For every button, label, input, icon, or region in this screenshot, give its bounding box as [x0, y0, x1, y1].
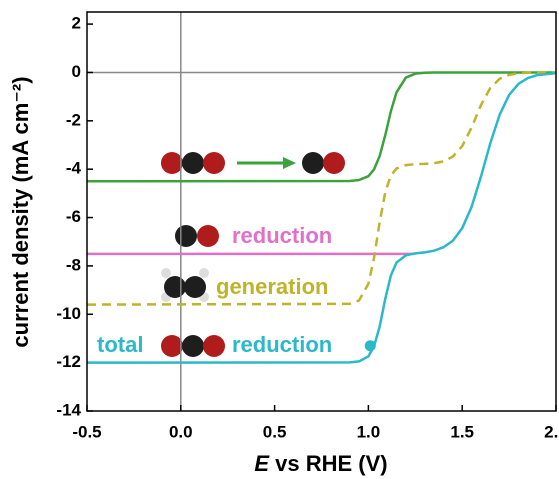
series-line: [86, 71, 557, 364]
annotation: total: [97, 332, 143, 357]
x-tick-label: 0.0: [169, 422, 193, 441]
plot-frame: [86, 11, 557, 412]
x-axis-label-text: vs RHE (V): [275, 451, 387, 476]
series-line: [86, 71, 556, 183]
x-axis-label: E vs RHE (V): [254, 451, 387, 476]
x-tick-label: 1.0: [357, 422, 381, 441]
annotation: reduction: [232, 332, 332, 357]
y-tick-label: -8: [66, 255, 81, 274]
y-tick-label: -12: [56, 352, 81, 371]
y-tick-label: -4: [66, 159, 82, 178]
series-line: [86, 71, 556, 306]
x-axis-label-italic: E: [254, 451, 270, 476]
y-tick-label: 2: [72, 14, 81, 33]
y-axis-label: current density (mA cm⁻²): [8, 76, 33, 347]
y-tick-label: -10: [56, 304, 81, 323]
annotation: reduction: [232, 223, 332, 248]
x-tick-label: 0.5: [263, 422, 287, 441]
y-tick-label: -2: [66, 110, 81, 129]
x-tick-label: 1.5: [450, 422, 474, 441]
y-tick-label: -14: [56, 400, 81, 419]
x-tick-label: -0.5: [72, 422, 101, 441]
y-tick-label: 0: [72, 62, 81, 81]
y-tick-label: -6: [66, 207, 81, 226]
marker-point: [364, 340, 376, 352]
annotation: generation: [216, 274, 328, 299]
x-tick-label: 2.0: [544, 422, 559, 441]
